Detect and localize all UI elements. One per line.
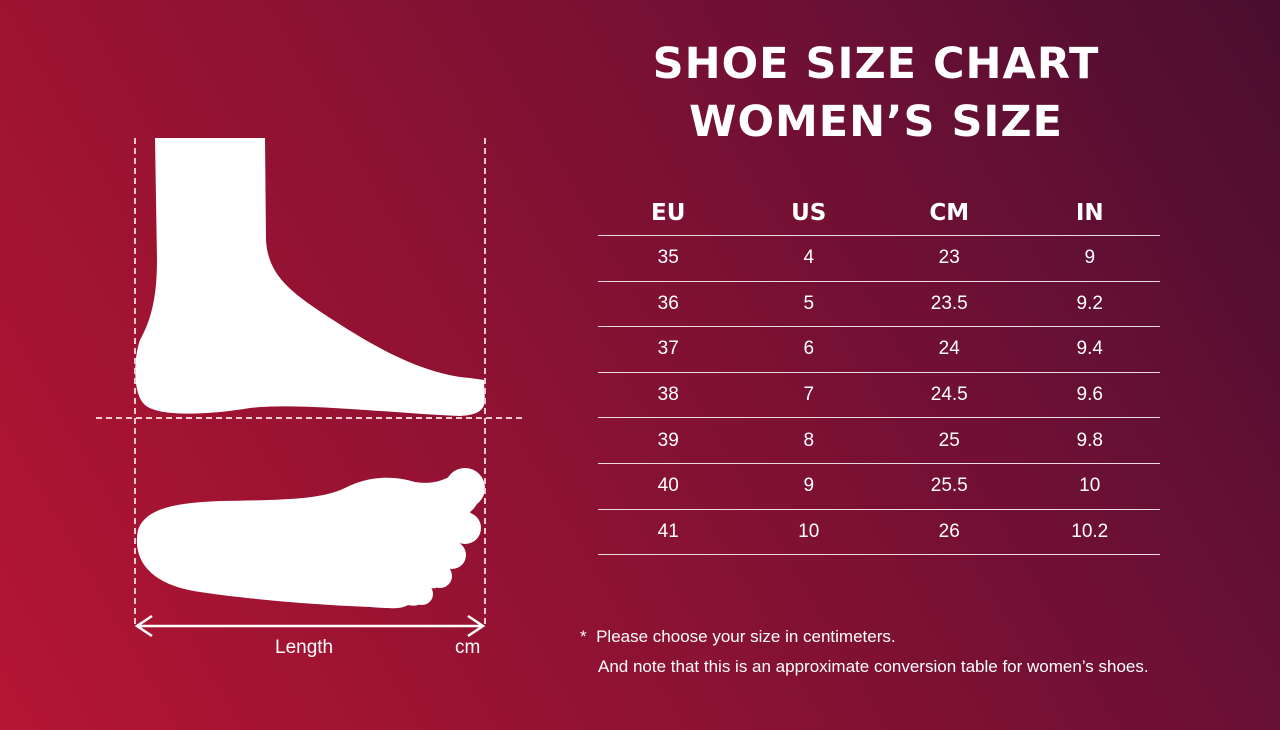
table-cell: 39	[598, 417, 739, 464]
table-cell: 7	[738, 372, 879, 419]
table-cell: 24	[879, 326, 1020, 373]
table-cell: 6	[738, 326, 879, 373]
table-row: 36 5 23.5 9.2	[598, 281, 1160, 328]
header-in: IN	[1019, 190, 1160, 236]
table-cell: 10	[738, 509, 879, 556]
table-cell: 4	[738, 235, 879, 282]
table-row: 39 8 25 9.8	[598, 417, 1160, 464]
table-cell: 25	[879, 417, 1020, 464]
table-cell: 9.2	[1019, 281, 1160, 328]
double-arrow-icon	[134, 614, 486, 638]
unit-label: cm	[455, 637, 481, 658]
table-cell: 9.6	[1019, 372, 1160, 419]
table-cell: 5	[738, 281, 879, 328]
header-eu: EU	[598, 190, 739, 236]
length-label: Length	[275, 637, 334, 658]
table-cell: 9	[738, 463, 879, 510]
table-cell: 41	[598, 509, 739, 556]
note-line-1: * Please choose your size in centimeters…	[580, 627, 896, 647]
table-row: 41 10 26 10.2	[598, 509, 1160, 556]
table-cell: 10	[1019, 463, 1160, 510]
table-cell: 35	[598, 235, 739, 282]
table-cell: 10.2	[1019, 509, 1160, 556]
table-row: 37 6 24 9.4	[598, 326, 1160, 373]
table-cell: 40	[598, 463, 739, 510]
foot-side-icon	[135, 138, 485, 416]
table-row: 40 9 25.5 10	[598, 463, 1160, 510]
table-cell: 23.5	[879, 281, 1020, 328]
table-cell: 9.4	[1019, 326, 1160, 373]
note-line-2: And note that this is an approximate con…	[598, 657, 1149, 676]
table-cell: 9.8	[1019, 417, 1160, 464]
table-cell: 25.5	[879, 463, 1020, 510]
table-cell: 8	[738, 417, 879, 464]
table-header: EU US CM IN	[598, 190, 1160, 236]
page-subtitle: WOMEN’S SIZE	[689, 97, 1063, 147]
table-row: 38 7 24.5 9.6	[598, 372, 1160, 419]
table-cell: 26	[879, 509, 1020, 556]
asterisk: *	[580, 627, 587, 646]
note-text-1: Please choose your size in centimeters.	[596, 627, 896, 646]
table-cell: 24.5	[879, 372, 1020, 419]
table-cell: 37	[598, 326, 739, 373]
guide-lines	[96, 138, 522, 628]
page-title: SHOE SIZE CHART	[652, 39, 1100, 89]
header-us: US	[738, 190, 879, 236]
table-cell: 9	[1019, 235, 1160, 282]
foot-sole-icon	[136, 468, 485, 609]
table-cell: 38	[598, 372, 739, 419]
table-cell: 23	[879, 235, 1020, 282]
table-cell: 36	[598, 281, 739, 328]
header-cm: CM	[879, 190, 1020, 236]
table-row: 35 4 23 9	[598, 235, 1160, 282]
size-table: EU US CM IN 35 4 23 9 36 5 23.5 9.2 37 6 24 9.4 38 7 2…	[598, 190, 1160, 556]
